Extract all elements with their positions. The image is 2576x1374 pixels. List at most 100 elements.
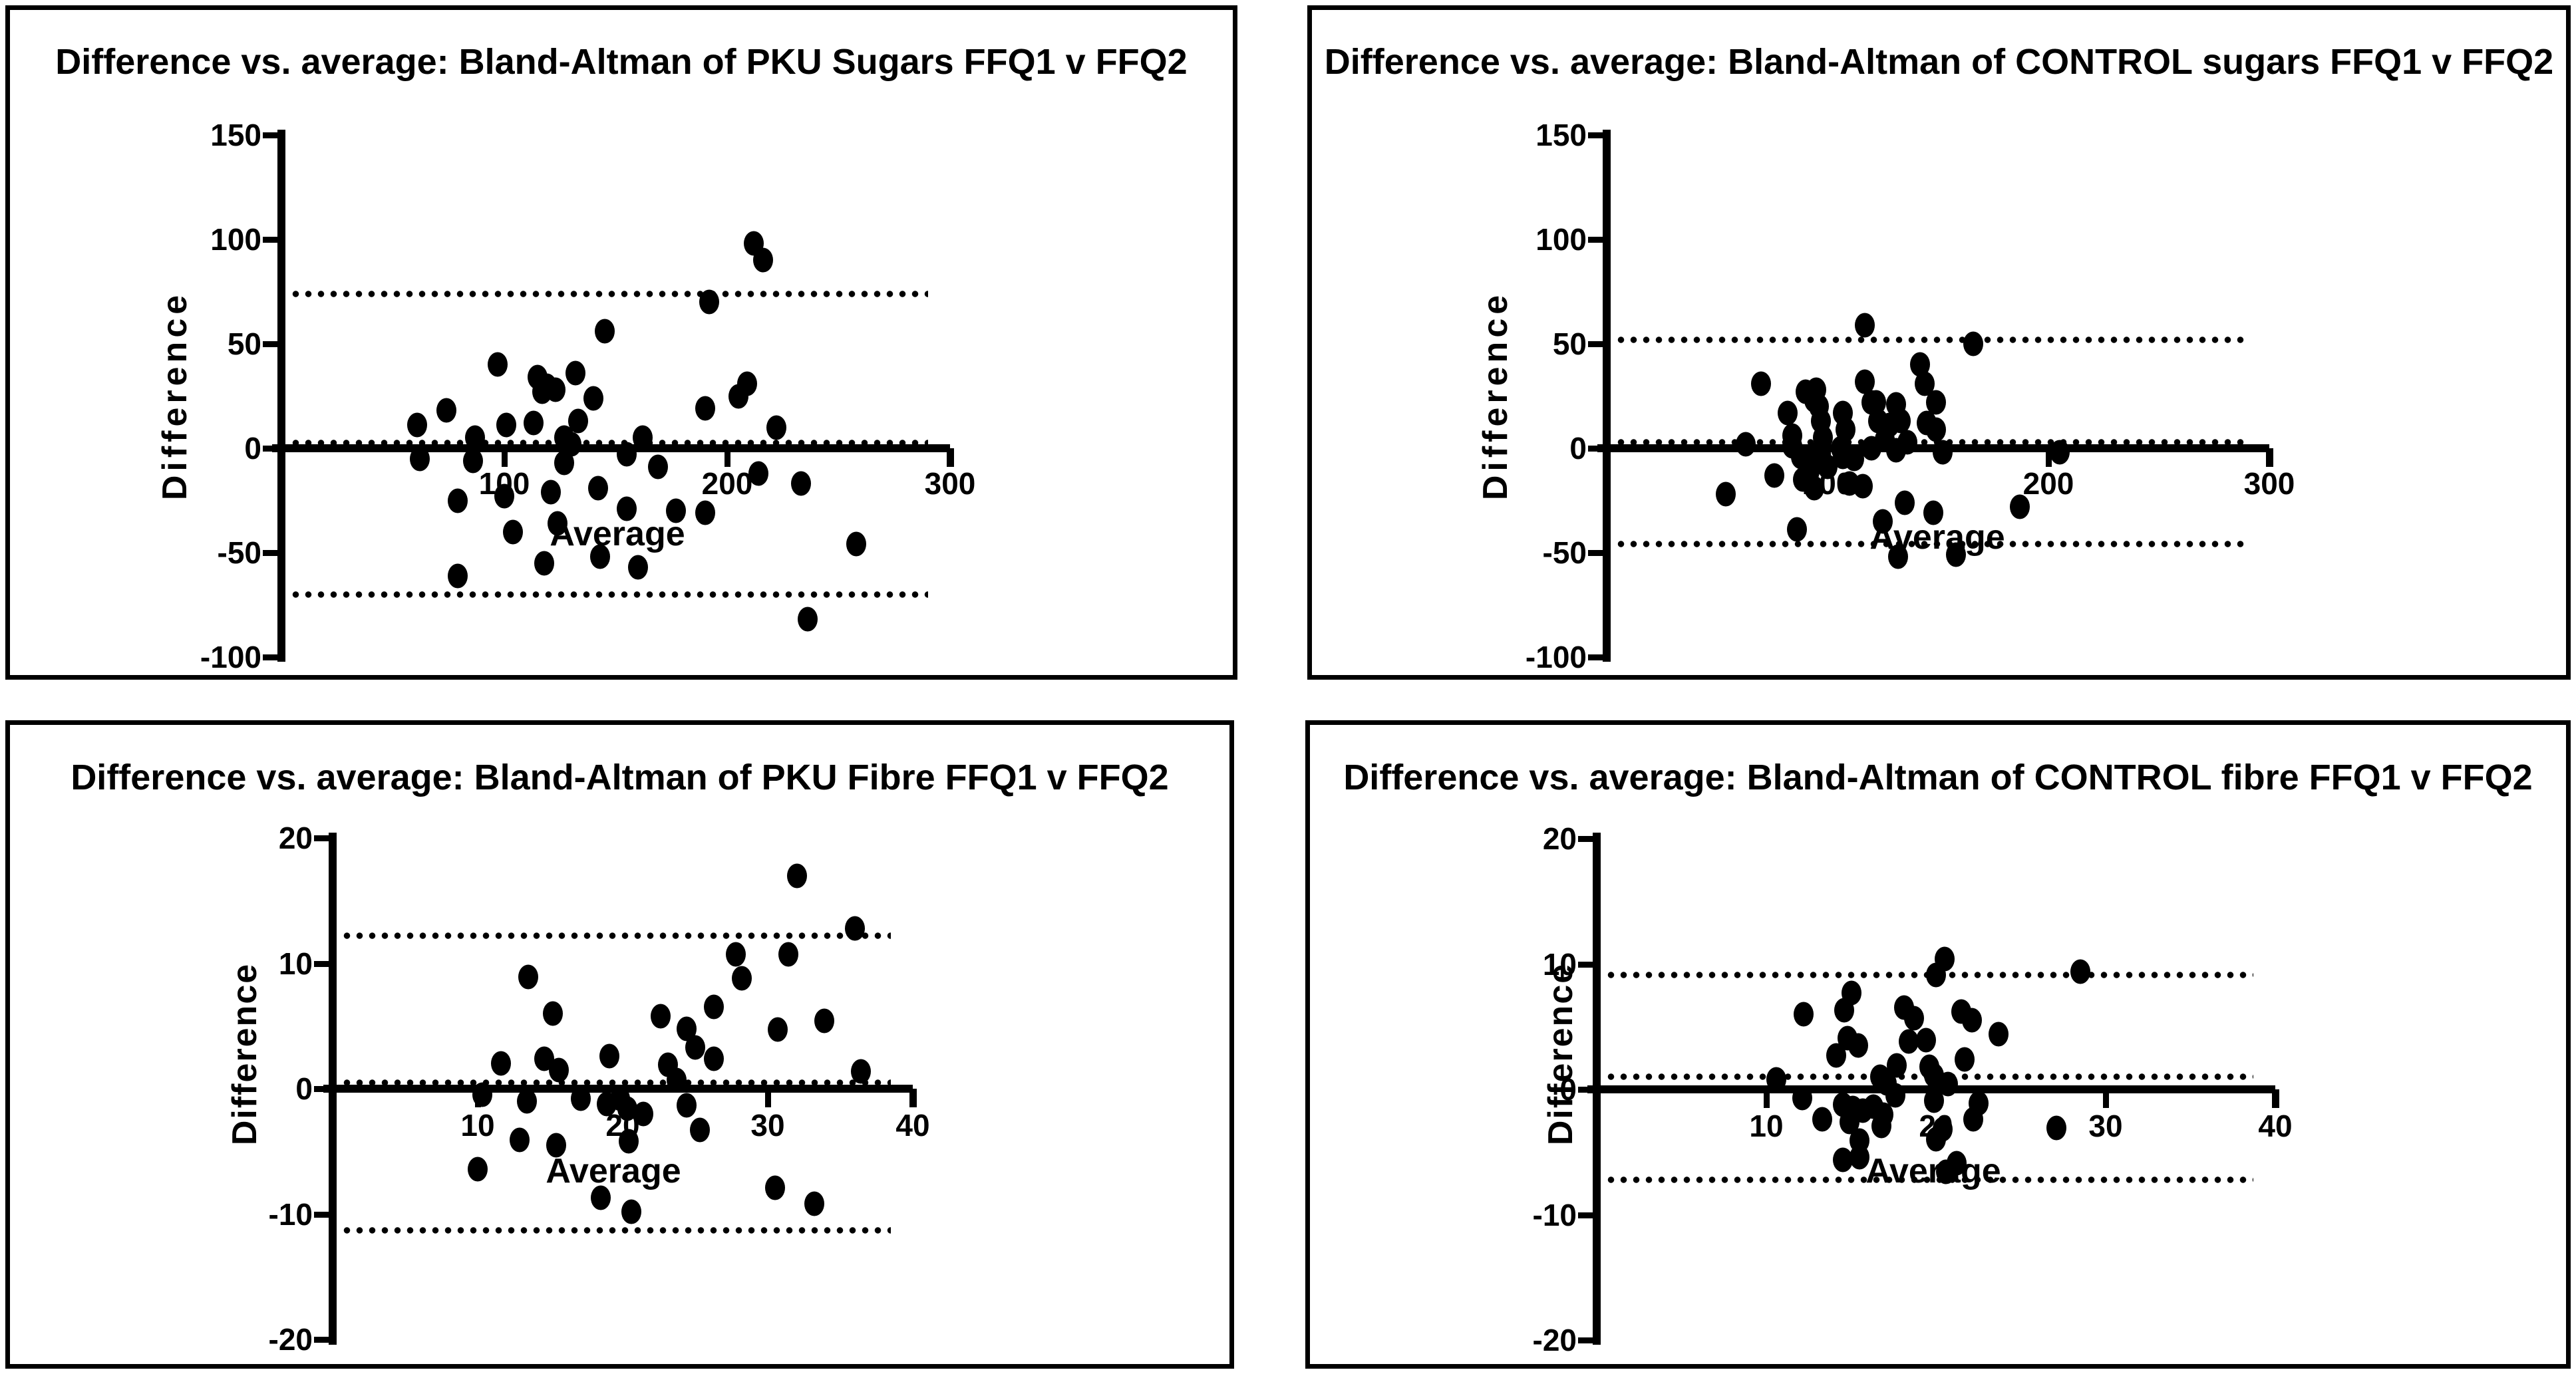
data-point (1923, 500, 1944, 525)
x-tick (2267, 452, 2273, 467)
data-point (1818, 454, 1838, 480)
y-tick-label: 10 (278, 946, 313, 981)
data-point (1936, 1159, 1957, 1184)
data-point (846, 531, 867, 557)
data-point (731, 966, 752, 991)
data-point (1766, 1067, 1787, 1092)
data-point (768, 1017, 788, 1042)
data-point (1764, 463, 1785, 488)
data-point (752, 247, 773, 273)
data-point (764, 1175, 785, 1200)
data-point (1926, 962, 1946, 988)
y-axis-label: Difference (1541, 962, 1580, 1146)
y-tick (1578, 836, 1593, 842)
data-point (594, 319, 615, 344)
x-tick (502, 452, 508, 467)
y-tick-label: -10 (1532, 1197, 1577, 1232)
y-tick-label: 100 (1535, 222, 1587, 257)
y-tick-label: -50 (1542, 535, 1587, 570)
data-point (726, 942, 746, 967)
x-tick (2273, 1093, 2279, 1108)
data-point (1804, 476, 1825, 501)
data-point (436, 398, 456, 423)
y-tick-label: 50 (227, 327, 261, 361)
data-point (1832, 1147, 1853, 1172)
data-point (704, 1046, 724, 1071)
panel-pku-fibre (5, 720, 1234, 1369)
x-tick-label: 10 (1749, 1109, 1784, 1143)
data-point (1873, 509, 1893, 534)
data-point (1925, 390, 1946, 415)
data-point (1924, 1088, 1945, 1113)
data-point (814, 1008, 835, 1033)
y-tick (1588, 132, 1603, 138)
data-point (728, 384, 748, 408)
y-tick (1588, 237, 1603, 243)
data-point (844, 916, 865, 941)
data-point (695, 396, 715, 421)
data-point (447, 563, 468, 589)
x-tick-label: 40 (2258, 1109, 2293, 1143)
data-point (850, 1059, 871, 1084)
data-point (1861, 436, 1882, 461)
data-point (590, 544, 611, 569)
data-point (1955, 1047, 1975, 1072)
data-point (1885, 438, 1906, 463)
data-point (778, 942, 798, 967)
y-axis-label: Difference (226, 962, 264, 1146)
y-tick (263, 654, 277, 660)
data-point (1871, 1113, 1892, 1139)
y-tick (1578, 961, 1593, 968)
data-point (695, 500, 715, 525)
y-tick-label: -50 (217, 535, 261, 570)
data-point (1926, 1127, 1946, 1152)
y-tick (1588, 654, 1603, 660)
data-point (494, 483, 514, 509)
mean-difference-line (341, 1079, 891, 1086)
y-tick-label: 0 (1559, 1072, 1577, 1107)
lower-loa-line (289, 591, 928, 598)
x-tick (910, 1093, 916, 1107)
data-point (1834, 998, 1855, 1023)
y-tick (1588, 341, 1603, 347)
data-point (1848, 1033, 1868, 1058)
y-tick-label: 0 (295, 1071, 313, 1106)
data-point (518, 964, 539, 990)
plot-title-control-fibre: Difference vs. average: Bland-Altman of … (1343, 757, 2533, 797)
data-point (1853, 474, 1873, 499)
data-point (510, 1127, 530, 1153)
data-point (447, 488, 468, 513)
data-point (587, 476, 608, 501)
y-tick (263, 550, 277, 556)
y-tick-label: 100 (210, 222, 261, 257)
data-point (407, 412, 428, 438)
data-point (1903, 1006, 1924, 1031)
data-point (487, 352, 508, 377)
x-tick (765, 1093, 771, 1107)
data-point (790, 471, 811, 496)
data-point (468, 1157, 488, 1182)
data-point (472, 1082, 492, 1107)
data-point (618, 1129, 639, 1154)
data-point (1751, 371, 1772, 396)
data-point (665, 498, 686, 523)
data-point (766, 415, 786, 440)
data-point (617, 442, 637, 467)
y-tick-label: -20 (1532, 1323, 1577, 1357)
x-axis-label: Average (550, 515, 685, 553)
data-point (546, 1133, 566, 1158)
y-tick (1588, 550, 1603, 556)
data-point (496, 412, 517, 438)
y-tick (1578, 1337, 1593, 1343)
y-tick (314, 1211, 329, 1218)
data-point (797, 607, 818, 632)
plot-title-pku-sugars: Difference vs. average: Bland-Altman of … (55, 42, 1188, 82)
x-tick-label: 300 (924, 466, 976, 501)
x-tick (2046, 452, 2052, 467)
data-point (599, 1043, 620, 1069)
data-point (1961, 1008, 1982, 1033)
data-point (1855, 369, 1875, 394)
x-tick-label: 300 (2243, 466, 2295, 501)
data-point (786, 863, 807, 889)
data-point (549, 1057, 569, 1083)
